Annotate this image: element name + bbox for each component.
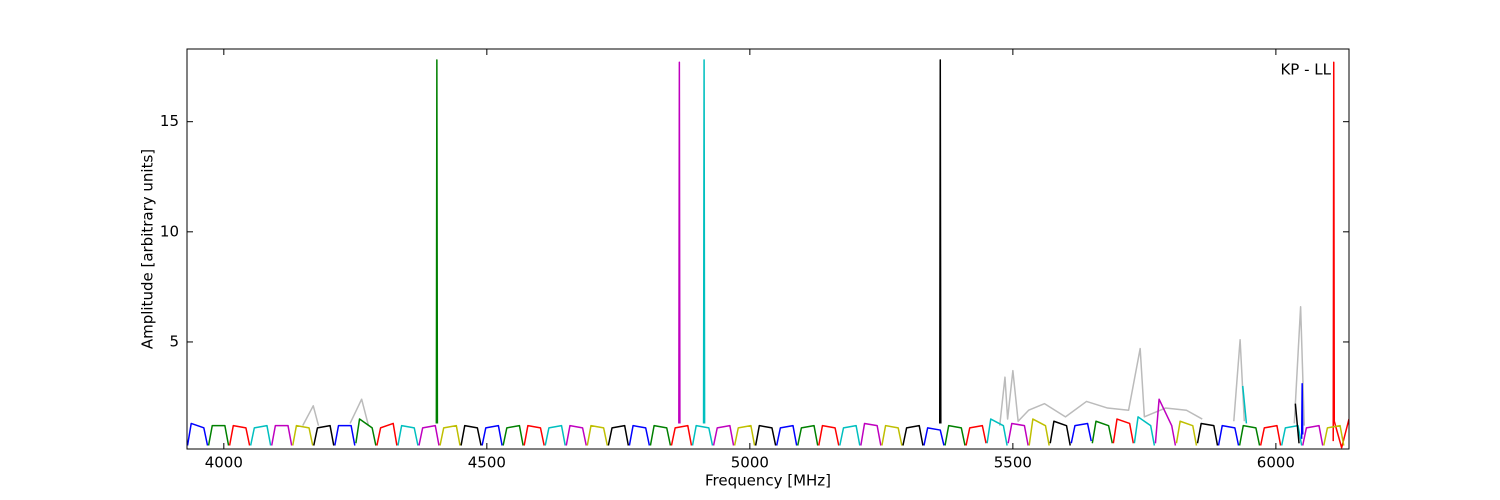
x-axis-label: Frequency [MHz] — [705, 472, 831, 490]
x-tick-label: 5000 — [731, 454, 769, 472]
y-axis-label: Amplitude [arbitrary units] — [139, 149, 157, 349]
series-line — [187, 383, 1304, 446]
plot-lines — [187, 59, 1349, 449]
annotation: KP - LL — [1280, 61, 1331, 79]
series-line — [291, 418, 1345, 446]
series-line — [249, 59, 1303, 446]
y-tick-label: 15 — [160, 112, 179, 130]
series-line — [302, 305, 1306, 427]
y-tick-label: 5 — [169, 332, 179, 350]
x-tick-label: 6000 — [1257, 454, 1295, 472]
series-line — [207, 59, 1261, 446]
series-line — [270, 61, 1324, 446]
plot-frame — [186, 48, 1350, 450]
x-tick-label: 5500 — [994, 454, 1032, 472]
series-line — [313, 59, 1300, 446]
series-line — [228, 61, 1349, 449]
x-tick-label: 4500 — [468, 454, 506, 472]
y-tick-label: 10 — [160, 222, 179, 240]
x-tick-label: 4000 — [205, 454, 243, 472]
